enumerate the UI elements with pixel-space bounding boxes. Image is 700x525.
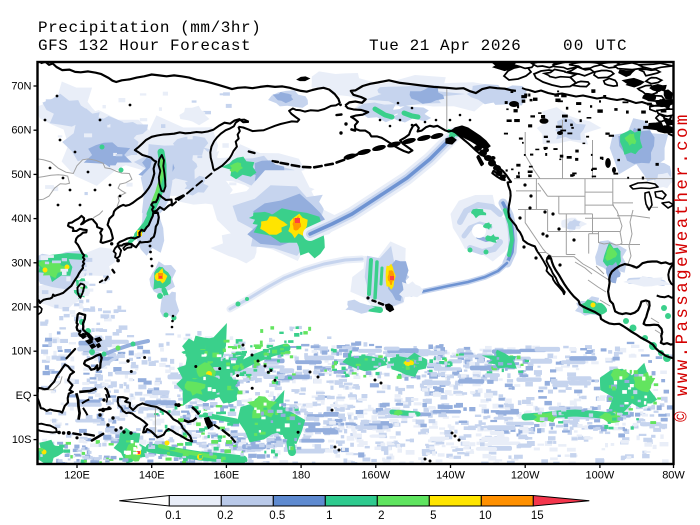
svg-text:140E: 140E xyxy=(139,470,165,482)
svg-text:140W: 140W xyxy=(436,470,465,482)
svg-text:20N: 20N xyxy=(11,302,31,314)
svg-text:80W: 80W xyxy=(662,470,685,482)
svg-text:120W: 120W xyxy=(511,470,540,482)
svg-text:30N: 30N xyxy=(11,257,31,269)
svg-text:160E: 160E xyxy=(214,470,240,482)
svg-text:0.2: 0.2 xyxy=(217,510,233,522)
svg-text:120E: 120E xyxy=(64,470,90,482)
svg-text:15: 15 xyxy=(531,510,544,522)
svg-text:100W: 100W xyxy=(586,470,615,482)
svg-text:EQ: EQ xyxy=(16,390,32,402)
svg-text:70N: 70N xyxy=(11,81,31,93)
svg-text:1: 1 xyxy=(326,510,332,522)
svg-text:50N: 50N xyxy=(11,169,31,181)
svg-text:60N: 60N xyxy=(11,125,31,137)
svg-text:40N: 40N xyxy=(11,213,31,225)
svg-text:5: 5 xyxy=(430,510,436,522)
svg-text:0.5: 0.5 xyxy=(269,510,285,522)
svg-text:180: 180 xyxy=(292,470,310,482)
svg-text:Precipitation (mm/3hr): Precipitation (mm/3hr) xyxy=(38,19,261,37)
svg-text:Tue 21 Apr 2026: Tue 21 Apr 2026 xyxy=(369,37,521,55)
svg-text:GFS 132 Hour Forecast: GFS 132 Hour Forecast xyxy=(38,37,251,55)
svg-text:© www.PassageWeather.com: © www.PassageWeather.com xyxy=(673,112,693,422)
svg-text:00 UTC: 00 UTC xyxy=(563,37,628,55)
svg-text:2: 2 xyxy=(378,510,384,522)
svg-text:10N: 10N xyxy=(11,346,31,358)
svg-text:10: 10 xyxy=(479,510,492,522)
svg-text:10S: 10S xyxy=(12,434,32,446)
svg-text:0.1: 0.1 xyxy=(165,510,181,522)
svg-text:160W: 160W xyxy=(361,470,390,482)
